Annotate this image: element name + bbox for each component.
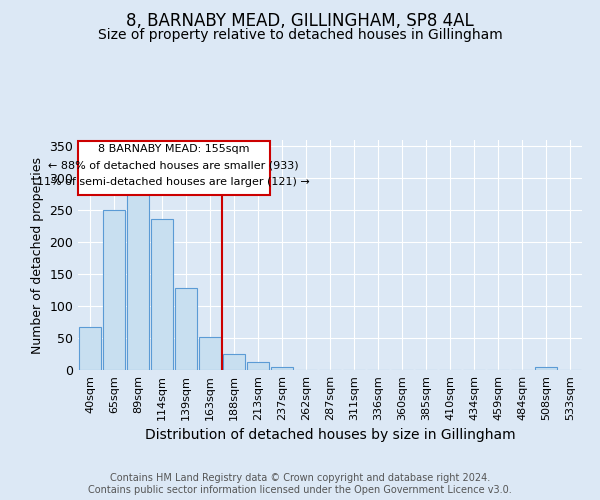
Text: Size of property relative to detached houses in Gillingham: Size of property relative to detached ho… <box>98 28 502 42</box>
Bar <box>271 367 293 370</box>
Bar <box>151 218 173 370</box>
Bar <box>175 288 197 370</box>
Text: 8 BARNABY MEAD: 155sqm: 8 BARNABY MEAD: 155sqm <box>98 144 250 154</box>
Bar <box>199 337 221 370</box>
X-axis label: Distribution of detached houses by size in Gillingham: Distribution of detached houses by size … <box>145 428 515 442</box>
Bar <box>223 354 245 370</box>
Bar <box>535 368 557 370</box>
Bar <box>103 210 125 370</box>
Text: Contains HM Land Registry data © Crown copyright and database right 2024.
Contai: Contains HM Land Registry data © Crown c… <box>88 474 512 495</box>
Text: 8, BARNABY MEAD, GILLINGHAM, SP8 4AL: 8, BARNABY MEAD, GILLINGHAM, SP8 4AL <box>126 12 474 30</box>
Text: 11% of semi-detached houses are larger (121) →: 11% of semi-detached houses are larger (… <box>37 178 310 188</box>
Bar <box>79 326 101 370</box>
Bar <box>247 362 269 370</box>
Bar <box>127 182 149 370</box>
Y-axis label: Number of detached properties: Number of detached properties <box>31 156 44 354</box>
Text: ← 88% of detached houses are smaller (933): ← 88% of detached houses are smaller (93… <box>49 160 299 170</box>
